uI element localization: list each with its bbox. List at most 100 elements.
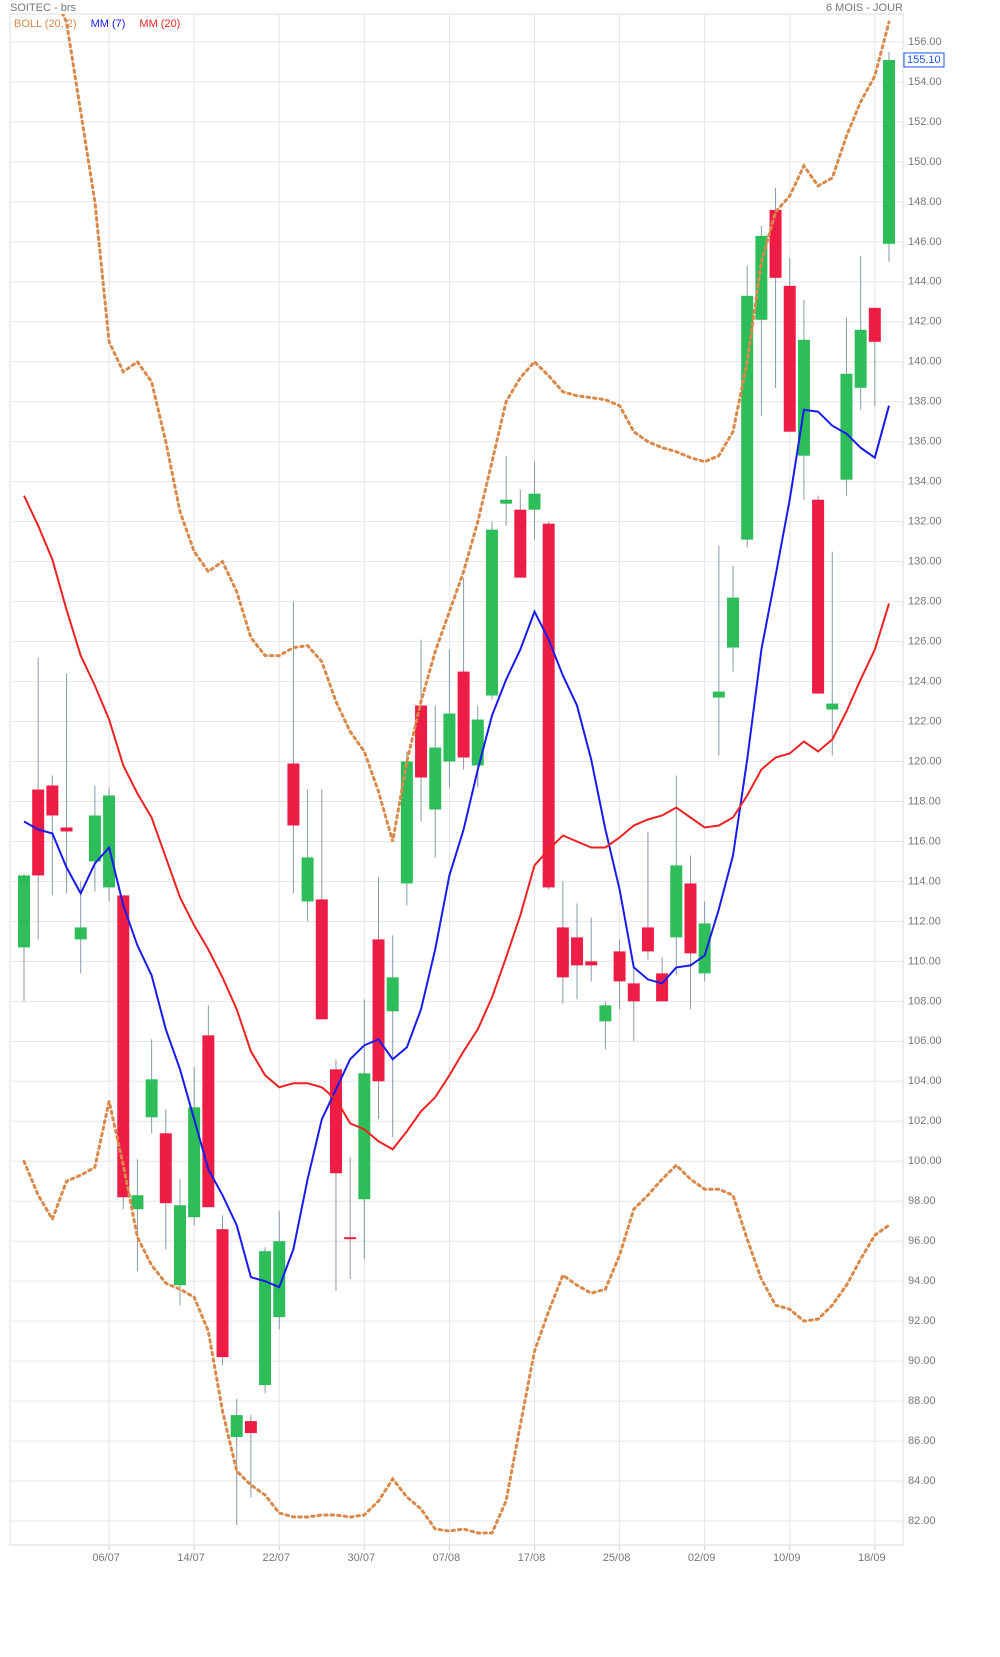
chart-title: SOITEC - brs [10,2,77,14]
candle-body [854,329,867,388]
y-tick-label: 112.00 [908,915,941,927]
candle-body [599,1005,612,1022]
candle-body [627,983,640,1002]
candle-body [542,523,555,888]
y-tick-label: 150.00 [908,156,942,168]
candle-body [400,761,413,884]
candle-body [287,763,300,826]
y-tick-label: 110.00 [908,955,941,967]
legend-entry: MM (7) [91,18,126,30]
candle-body [159,1133,172,1204]
y-tick-label: 88.00 [908,1395,936,1407]
overlay-line [23,405,890,1289]
period: 6 MOIS - JOUR [826,2,903,14]
y-tick-label: 116.00 [908,835,941,847]
y-tick-label: 154.00 [908,76,942,88]
y-tick-label: 98.00 [908,1195,936,1207]
candle-body [485,529,498,696]
y-tick-label: 100.00 [908,1155,942,1167]
candle-body [429,747,442,810]
candle-body [528,493,541,510]
legend-entry: MM (20) [139,18,180,30]
candle-body [88,815,101,862]
candle-body [415,705,428,778]
candle-body [712,691,725,698]
y-tick-label: 102.00 [908,1115,942,1127]
overlay-line [22,1100,891,1535]
y-tick-label: 106.00 [908,1035,942,1047]
legend-entry: BOLL (20, 2) [14,18,77,30]
y-tick-label: 140.00 [908,356,942,368]
overlay-line [61,14,891,842]
y-tick-label: 118.00 [908,795,941,807]
y-tick-label: 82.00 [908,1515,936,1527]
overlay-line [23,495,890,1151]
y-tick-label: 156.00 [908,36,942,48]
candle-body [783,285,796,432]
y-tick-label: 136.00 [908,436,942,448]
y-tick-label: 128.00 [908,596,942,608]
candle-body [641,927,654,952]
candle-body [329,1069,342,1174]
candle-body [344,1237,357,1240]
candle-body [500,499,513,504]
candle-body [840,373,853,480]
y-tick-label: 104.00 [908,1075,942,1087]
y-tick-label: 94.00 [908,1275,936,1287]
candle-body [613,951,626,982]
x-tick-label: 22/07 [262,1552,290,1564]
candle-body [684,883,697,954]
y-tick-label: 134.00 [908,476,942,488]
candle-body [315,899,328,1020]
candle-body [60,827,73,832]
candle-body [670,865,683,938]
last-price-label: 155.10 [907,54,941,66]
candle-body [443,713,456,762]
plot-area [10,14,903,1545]
candle-body [301,857,314,902]
candle-body [244,1421,257,1434]
candle-body [556,927,569,978]
candle-body [727,597,740,648]
y-tick-label: 90.00 [908,1355,936,1367]
y-tick-label: 130.00 [908,556,942,568]
y-tick-label: 114.00 [908,875,941,887]
x-tick-label: 25/08 [603,1552,631,1564]
x-tick-label: 18/09 [858,1552,886,1564]
y-tick-label: 124.00 [908,675,942,687]
candle-body [18,875,30,948]
y-tick-label: 152.00 [908,116,942,128]
candle-body [202,1035,215,1208]
candle-body [74,927,87,940]
y-tick-label: 126.00 [908,635,942,647]
candle-body [46,785,59,816]
candle-body [514,509,527,578]
x-tick-label: 06/07 [92,1552,120,1564]
y-tick-label: 144.00 [908,276,942,288]
candle-body [812,499,825,694]
candle-body [103,795,116,888]
candle-body [173,1205,186,1286]
x-tick-label: 07/08 [433,1552,461,1564]
plot-frame [9,13,904,1546]
y-tick-label: 92.00 [908,1315,936,1327]
last-price-box [903,52,945,68]
candle-body [868,307,881,342]
y-tick-label: 142.00 [908,316,942,328]
candle-body [358,1073,371,1200]
x-tick-label: 30/07 [348,1552,376,1564]
candle-body [883,59,895,244]
y-tick-label: 86.00 [908,1435,936,1447]
candle-body [117,895,130,1198]
y-tick-label: 122.00 [908,715,942,727]
x-tick-label: 02/09 [688,1552,716,1564]
candle-body [769,209,782,278]
candle-body [32,789,45,876]
candle-body [471,719,484,766]
y-tick-label: 120.00 [908,755,942,767]
candle-body [741,295,754,540]
candle-body [585,961,598,966]
candle-body [457,671,470,758]
